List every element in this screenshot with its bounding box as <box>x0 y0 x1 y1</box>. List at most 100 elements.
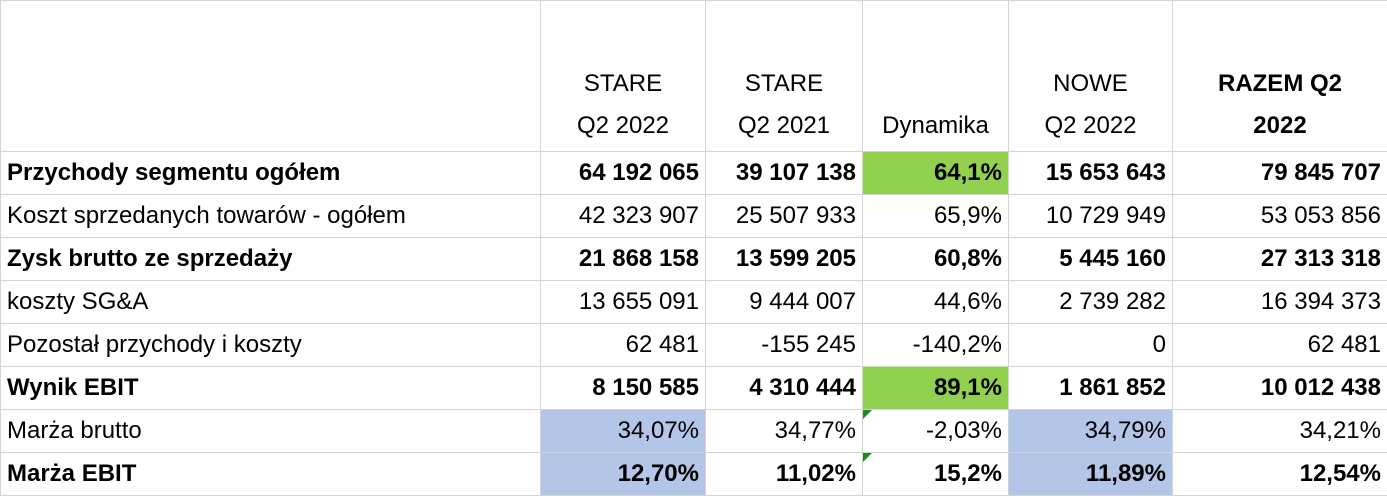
cell-text: 8 150 585 <box>592 374 699 401</box>
value-cell: 79 845 707 <box>1172 151 1387 195</box>
value-cell: 25 507 933 <box>705 194 863 238</box>
cell-text: 10 012 438 <box>1260 374 1381 401</box>
error-flag <box>863 453 872 462</box>
value-cell: 10 012 438 <box>1172 366 1387 410</box>
header-text: NOWE <box>1053 70 1128 97</box>
cell-text: 34,77% <box>774 417 856 444</box>
header-text: RAZEM Q2 <box>1217 70 1342 97</box>
cell-text: 62 481 <box>1307 331 1381 358</box>
row-label: Marża EBIT <box>0 452 541 496</box>
value-cell: 2 739 282 <box>1008 280 1173 324</box>
value-cell: 5 445 160 <box>1008 237 1173 281</box>
value-cell: 42 323 907 <box>540 194 706 238</box>
value-cell: 12,54% <box>1172 452 1387 496</box>
cell-text: 11,02% <box>775 460 856 487</box>
row-label: Marża brutto <box>0 409 541 453</box>
cell-text: 65,9% <box>933 202 1002 229</box>
value-cell: 1 861 852 <box>1008 366 1173 410</box>
cell-text: 10 729 949 <box>1045 202 1166 229</box>
cell-text: 4 310 444 <box>749 374 856 401</box>
cell-text: 2 739 282 <box>1059 288 1166 315</box>
value-cell: 62 481 <box>540 323 706 367</box>
table-row: Przychody segmentu ogółem 64 192 065 39 10… <box>0 151 1387 195</box>
header-row: STARE Q2 2022 STARE Q2 2021 Dynamika NOWE Q2 2… <box>0 0 1387 152</box>
value-cell: 65,9% <box>862 194 1009 238</box>
cell-text: 42 323 907 <box>578 202 699 229</box>
table-row: Marża brutto 34,07% 34,77% -2,03% 34,79% 34,2… <box>0 409 1387 453</box>
header-text: Q2 2021 <box>737 112 831 139</box>
header-text: Q2 2022 <box>576 112 670 139</box>
cell-text: -140,2% <box>912 331 1002 358</box>
cell-text: -2,03% <box>925 417 1002 444</box>
value-cell: 60,8% <box>862 237 1009 281</box>
value-cell: 16 394 373 <box>1172 280 1387 324</box>
cell-text: 25 507 933 <box>735 202 856 229</box>
value-cell: 13 599 205 <box>705 237 863 281</box>
cell-text: 21 868 158 <box>578 245 699 272</box>
cell-text: 0 <box>1152 331 1166 358</box>
table-row: Pozostał przychody i koszty 62 481 -155 24… <box>0 323 1387 367</box>
cell-text: 16 394 373 <box>1260 288 1381 315</box>
table-row: Zysk brutto ze sprzedaży 21 868 158 13 599… <box>0 237 1387 281</box>
cell-text: 15 653 643 <box>1045 159 1166 186</box>
header-text: Dynamika <box>882 112 989 139</box>
header-cell: STARE Q2 2021 <box>705 0 863 152</box>
row-label: Wynik EBIT <box>0 366 541 410</box>
row-label: Zysk brutto ze sprzedaży <box>0 237 541 281</box>
value-cell: 27 313 318 <box>1172 237 1387 281</box>
value-cell: -2,03% <box>862 409 1009 453</box>
value-cell: 12,70% <box>540 452 706 496</box>
header-cell: Dynamika <box>862 0 1009 152</box>
header-text: 2022 <box>1253 112 1307 139</box>
cell-text: 11,89% <box>1085 460 1166 487</box>
table-row: Wynik EBIT 8 150 585 4 310 444 89,1% 1 861 8… <box>0 366 1387 410</box>
value-cell: 53 053 856 <box>1172 194 1387 238</box>
cell-text: 12,70% <box>617 460 699 487</box>
cell-text: 12,54% <box>1299 460 1381 487</box>
value-cell: -140,2% <box>862 323 1009 367</box>
header-cell: NOWE Q2 2022 <box>1008 0 1173 152</box>
value-cell: 11,89% <box>1008 452 1173 496</box>
row-label: koszty SG&A <box>0 280 541 324</box>
value-cell: 9 444 007 <box>705 280 863 324</box>
cell-text: 79 845 707 <box>1260 159 1381 186</box>
table-row: koszty SG&A 13 655 091 9 444 007 44,6% 2 739… <box>0 280 1387 324</box>
value-cell: 34,77% <box>705 409 863 453</box>
value-cell: -155 245 <box>705 323 863 367</box>
value-cell: 13 655 091 <box>540 280 706 324</box>
header-text: STARE <box>744 70 824 97</box>
cell-text: 34,07% <box>617 417 699 444</box>
cell-text: 64 192 065 <box>578 159 699 186</box>
cell-text: 60,8% <box>933 245 1002 272</box>
value-cell: 21 868 158 <box>540 237 706 281</box>
row-label: Pozostał przychody i koszty <box>0 323 541 367</box>
header-cell <box>0 0 541 152</box>
value-cell: 8 150 585 <box>540 366 706 410</box>
cell-text: 27 313 318 <box>1260 245 1381 272</box>
cell-text: 15,2% <box>933 460 1002 487</box>
error-flag <box>863 410 872 419</box>
cell-text: 64,1% <box>933 159 1002 186</box>
cell-text: 39 107 138 <box>735 159 856 186</box>
table-row: Koszt sprzedanych towarów - ogółem 42 323… <box>0 194 1387 238</box>
value-cell: 10 729 949 <box>1008 194 1173 238</box>
cell-text: -155 245 <box>761 331 856 358</box>
value-cell: 11,02% <box>705 452 863 496</box>
cell-text: 44,6% <box>933 288 1002 315</box>
cell-text: 34,79% <box>1084 417 1166 444</box>
value-cell: 34,07% <box>540 409 706 453</box>
row-label: Przychody segmentu ogółem <box>0 151 541 195</box>
cell-text: 34,21% <box>1299 417 1381 444</box>
value-cell: 39 107 138 <box>705 151 863 195</box>
cell-text: 1 861 852 <box>1059 374 1166 401</box>
value-cell: 15 653 643 <box>1008 151 1173 195</box>
header-cell: RAZEM Q2 2022 <box>1172 0 1387 152</box>
value-cell: 62 481 <box>1172 323 1387 367</box>
value-cell: 89,1% <box>862 366 1009 410</box>
value-cell: 64,1% <box>862 151 1009 195</box>
header-text: STARE <box>583 70 663 97</box>
value-cell: 4 310 444 <box>705 366 863 410</box>
cell-text: 62 481 <box>625 331 699 358</box>
